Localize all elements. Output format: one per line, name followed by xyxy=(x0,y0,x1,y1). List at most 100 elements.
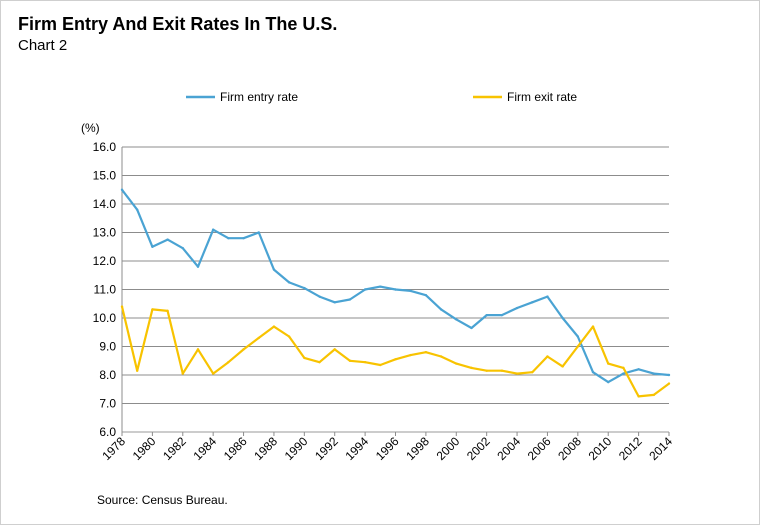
data-point xyxy=(515,372,519,375)
data-point xyxy=(120,305,124,308)
y-tick-label: 13.0 xyxy=(93,226,117,240)
x-tick-label: 1988 xyxy=(251,434,280,463)
data-point xyxy=(287,281,291,284)
data-point xyxy=(455,362,458,365)
series-line-exit xyxy=(120,306,670,398)
data-point xyxy=(181,246,184,250)
x-tick-label: 1980 xyxy=(130,434,159,463)
data-point xyxy=(637,395,640,398)
data-point xyxy=(303,286,306,290)
data-point xyxy=(500,313,504,317)
data-point xyxy=(272,325,276,328)
x-tick-label: 1992 xyxy=(312,434,341,463)
data-point xyxy=(439,355,443,358)
data-point xyxy=(424,294,428,297)
x-tick-label: 2004 xyxy=(494,434,523,463)
x-tick-label: 2002 xyxy=(464,434,493,463)
y-axis-label: (%) xyxy=(81,121,100,135)
x-tick-label: 1990 xyxy=(282,434,311,463)
data-point xyxy=(348,298,352,301)
y-tick-label: 9.0 xyxy=(99,340,116,354)
data-point xyxy=(272,268,276,271)
data-point xyxy=(485,313,488,317)
data-point xyxy=(424,351,428,354)
y-tick-label: 16.0 xyxy=(93,140,117,154)
data-point xyxy=(211,228,215,231)
x-tick-label: 2012 xyxy=(616,434,645,463)
data-point xyxy=(515,306,519,310)
data-point xyxy=(333,301,336,304)
y-tick-label: 15.0 xyxy=(93,169,117,183)
source-note: Source: Census Bureau. xyxy=(97,493,228,507)
data-point xyxy=(318,295,321,298)
data-point xyxy=(394,358,397,361)
data-point xyxy=(439,308,443,311)
y-tick-label: 11.0 xyxy=(94,283,117,297)
data-point xyxy=(318,360,321,364)
data-point xyxy=(379,363,382,367)
x-tick-label: 1982 xyxy=(160,434,189,463)
y-tick-label: 6.0 xyxy=(99,425,116,439)
data-point xyxy=(652,372,656,375)
data-point xyxy=(257,336,260,340)
data-point xyxy=(227,237,230,240)
data-point xyxy=(409,289,412,293)
data-point xyxy=(211,372,215,375)
data-point xyxy=(667,382,671,385)
data-point xyxy=(363,288,367,291)
x-tick-label: 1994 xyxy=(342,434,371,463)
legend: Firm entry rate Firm exit rate xyxy=(186,90,577,104)
data-point xyxy=(242,237,245,240)
x-tick-label: 2000 xyxy=(434,434,463,463)
chart-title: Firm Entry And Exit Rates In The U.S. xyxy=(18,14,338,34)
series-line-entry xyxy=(121,189,670,384)
legend-label: Firm entry rate xyxy=(220,90,298,104)
data-point xyxy=(196,265,200,268)
data-point xyxy=(546,355,549,358)
data-point xyxy=(257,231,260,234)
data-point xyxy=(303,356,306,360)
data-point xyxy=(379,285,382,288)
series-lines xyxy=(120,188,671,398)
x-tick-label: 2014 xyxy=(646,434,675,463)
data-point xyxy=(151,245,154,248)
data-point xyxy=(135,208,139,211)
data-point xyxy=(151,308,154,311)
data-point xyxy=(120,188,124,191)
data-point xyxy=(531,370,534,374)
data-point xyxy=(607,380,610,384)
data-point xyxy=(485,369,488,372)
x-tick-labels: 1978 1980 1982 1984 1986 1988 1990 1992 1994 1996… xyxy=(99,434,675,463)
data-point xyxy=(166,309,169,313)
data-point xyxy=(622,372,625,375)
data-point xyxy=(196,348,200,351)
chart-subtitle: Chart 2 xyxy=(18,37,68,54)
data-point xyxy=(333,348,336,351)
data-point xyxy=(561,365,564,368)
x-tick-label: 1996 xyxy=(373,434,402,463)
x-tick-label: 2008 xyxy=(555,434,584,463)
x-tick-label: 1986 xyxy=(221,434,250,463)
data-point xyxy=(242,348,245,351)
data-point xyxy=(531,301,534,304)
data-point xyxy=(607,362,610,365)
y-tick-label: 8.0 xyxy=(99,368,116,382)
data-point xyxy=(181,372,184,375)
data-point xyxy=(500,369,504,372)
x-tick-label: 1998 xyxy=(403,434,432,463)
data-point xyxy=(287,335,291,338)
gridlines xyxy=(121,146,670,436)
legend-label: Firm exit rate xyxy=(507,90,577,104)
data-point xyxy=(561,316,564,320)
y-tick-label: 10.0 xyxy=(93,311,117,325)
data-point xyxy=(576,345,580,348)
y-tick-label: 7.0 xyxy=(99,397,116,411)
data-point xyxy=(166,238,169,241)
x-tick-label: 2006 xyxy=(525,434,554,463)
y-tick-labels: 6.0 7.0 8.0 9.0 10.0 11.0 12.0 13.0 14.0 15.0 16.0 xyxy=(93,140,117,439)
data-point xyxy=(667,373,671,377)
data-point xyxy=(348,359,352,362)
y-tick-label: 12.0 xyxy=(93,254,117,268)
